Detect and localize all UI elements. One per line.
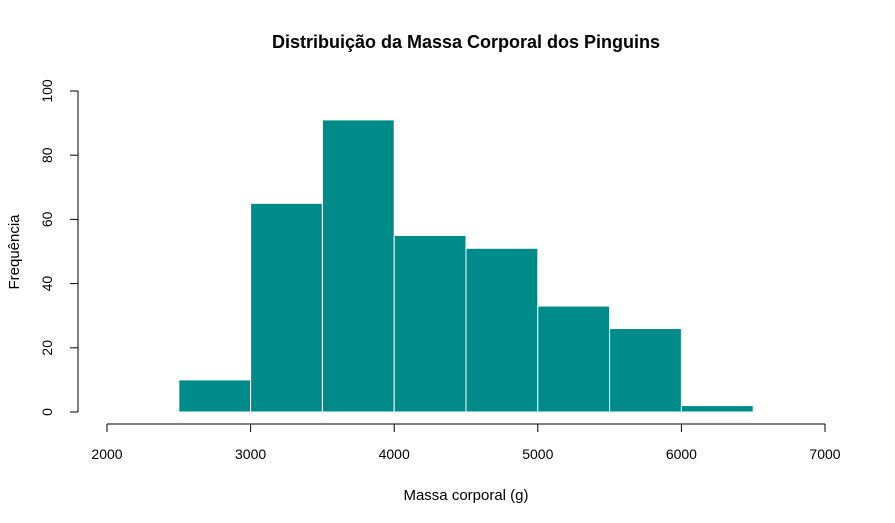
histogram-bar-6000-6500: [680, 405, 754, 413]
x-axis: 2000 3000 4000 5000 6000 7000: [91, 423, 841, 462]
x-axis-label: Massa corporal (g): [403, 487, 528, 504]
y-tick-label-0: 0: [39, 408, 55, 416]
x-tick-label-6000: 6000: [666, 446, 697, 462]
histogram-bar-2500-3000: [178, 379, 252, 413]
histogram-bar-3000-3500: [250, 202, 323, 413]
y-tick-label-100: 100: [39, 79, 55, 103]
x-tick-label-4000: 4000: [379, 446, 410, 462]
y-axis-label: Frequência: [6, 214, 23, 290]
histogram-bars: [178, 119, 754, 413]
x-tick-label-2000: 2000: [91, 446, 122, 462]
histogram-bar-4000-4500: [393, 234, 467, 413]
y-tick-label-20: 20: [39, 340, 55, 356]
histogram-bar-5500-6000: [609, 328, 682, 413]
chart-title: Distribuição da Massa Corporal dos Pingu…: [272, 32, 660, 52]
y-tick-label-60: 60: [39, 211, 55, 227]
y-tick-label-80: 80: [39, 147, 55, 163]
x-tick-label-3000: 3000: [235, 446, 266, 462]
x-tick-label-5000: 5000: [522, 446, 553, 462]
y-axis: 0 20 40 60 80 100: [39, 79, 79, 416]
x-tick-label-7000: 7000: [809, 446, 840, 462]
histogram-bar-3500-4000: [321, 119, 395, 413]
y-tick-label-40: 40: [39, 276, 55, 292]
histogram-bar-4500-5000: [465, 247, 539, 413]
histogram-bar-5000-5500: [537, 305, 611, 413]
